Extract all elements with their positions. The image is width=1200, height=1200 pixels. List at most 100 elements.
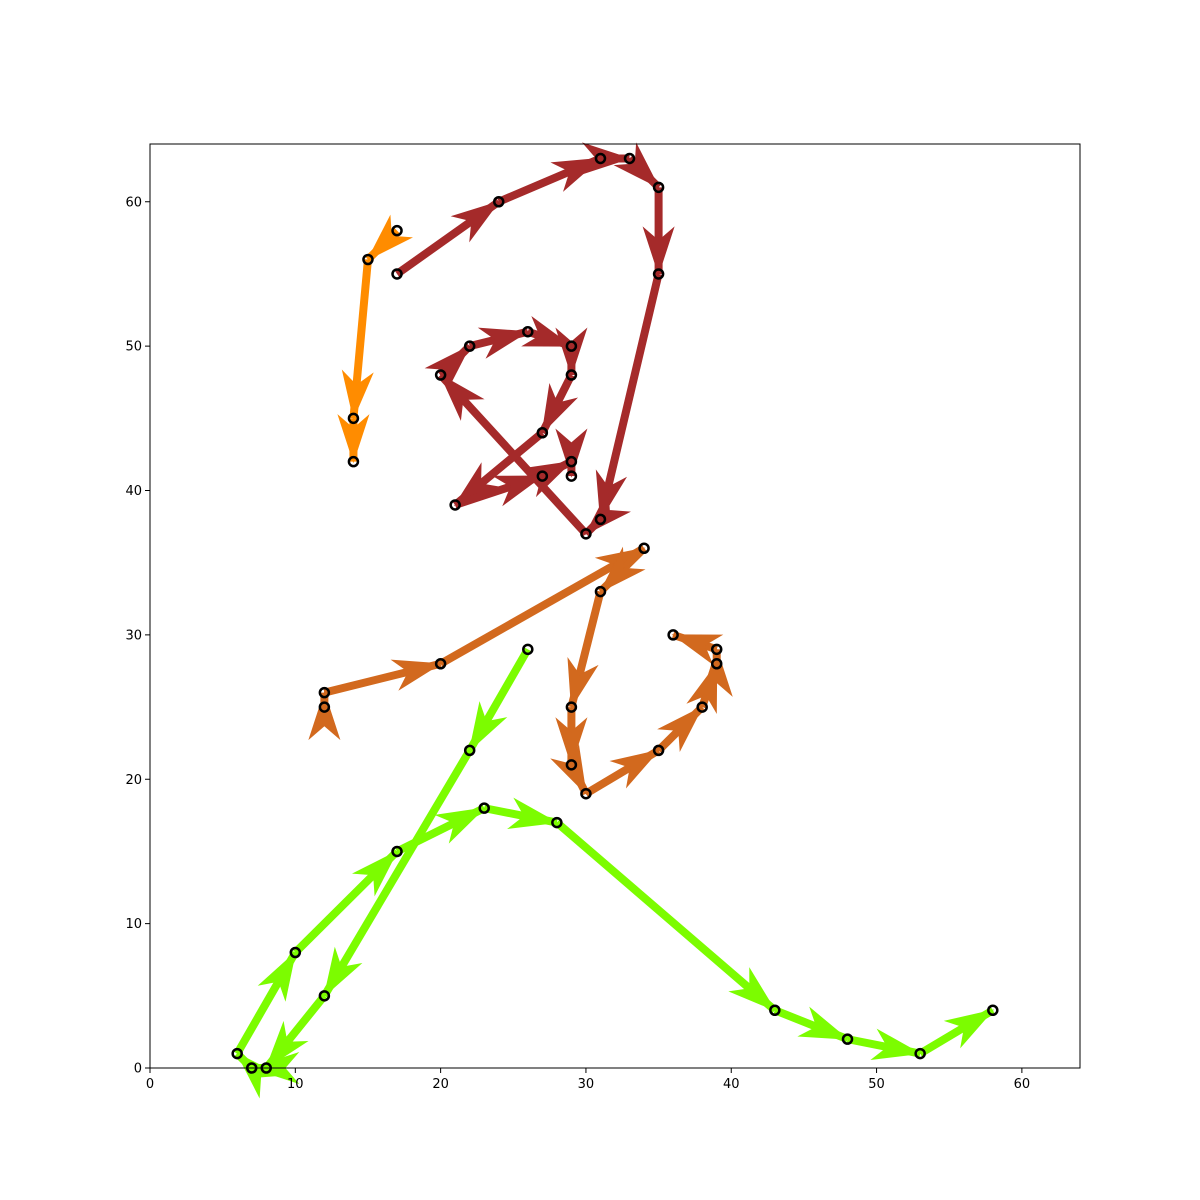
x-tick-label: 30 (578, 1077, 595, 1092)
series-1-point (565, 340, 578, 352)
series-3-point (231, 1047, 243, 1060)
series-3-point (478, 802, 490, 814)
series-2-point (565, 701, 578, 713)
series-2-arrowhead (657, 705, 704, 752)
series-1-point (434, 369, 447, 381)
series-2-point (696, 701, 708, 713)
series-1-arrowhead (613, 142, 660, 189)
y-axis: 0 10 20 30 40 50 60 (125, 195, 150, 1077)
series-1-point (594, 152, 607, 165)
series-3 (233, 647, 995, 1099)
series-0-point (391, 224, 403, 237)
series-1-point (580, 528, 592, 540)
x-tick-label: 50 (868, 1077, 885, 1092)
series-1-arrowhead (492, 475, 544, 507)
series-0-point (347, 412, 360, 425)
series-2-point (710, 658, 723, 670)
series-2-arrowhead (700, 647, 733, 697)
series-1-point (565, 470, 578, 482)
series-0-arrowhead (341, 369, 374, 420)
series-3-point (391, 845, 403, 858)
series-2-segment (438, 544, 647, 668)
series-1-arrowhead (477, 327, 530, 359)
series-3-point (987, 1004, 999, 1016)
series-1-point (652, 181, 665, 194)
series-3-arrowhead (257, 951, 297, 1002)
x-tick-label: 10 (287, 1077, 304, 1092)
series-1-point (493, 196, 505, 208)
series-3-arrowhead (468, 701, 508, 752)
series-2-point (638, 542, 650, 554)
y-tick-label: 50 (125, 340, 142, 355)
series-1-point (463, 340, 476, 352)
series-2-point (565, 759, 578, 771)
series-2-point (318, 701, 331, 713)
series-3-arrowhead (507, 797, 559, 830)
series-3-point (463, 744, 476, 757)
series-1-arrowhead (642, 226, 675, 276)
series-1-arrowhead (450, 200, 501, 243)
series-2-arrowhead (555, 717, 588, 767)
series-3-arrowhead (434, 807, 486, 844)
series-3-arrowhead (870, 1028, 922, 1061)
series-2-arrowhead (567, 657, 599, 709)
series-3-arrowhead (351, 850, 399, 897)
x-tick-label: 20 (432, 1077, 449, 1092)
series-2-point (710, 643, 723, 656)
series-1-arrowhead (439, 373, 485, 421)
series-2-arrowhead (308, 691, 341, 741)
series-3-segment (554, 819, 778, 1014)
series-1 (394, 142, 675, 537)
series-0-arrowhead (337, 414, 370, 464)
series-3-point (769, 1004, 781, 1016)
series-1-arrowhead (550, 157, 602, 192)
series-3-point (522, 643, 534, 656)
series-2-arrowhead (390, 659, 443, 691)
series-1-point (594, 513, 607, 526)
y-tick-label: 0 (134, 1062, 142, 1077)
series-2-point (580, 787, 592, 800)
series-2-point (594, 585, 607, 598)
series-1-point (449, 499, 461, 511)
series-1-segment (596, 273, 663, 521)
series-1-point (565, 455, 578, 468)
marker-layer (231, 152, 999, 1074)
series-3-segment (320, 748, 474, 998)
series-2-arrowhead (609, 749, 660, 789)
series-1-point (565, 369, 578, 381)
series-0-point (362, 253, 374, 266)
series-1-point (623, 152, 636, 165)
x-tick-label: 40 (723, 1077, 740, 1092)
series-1-arrowhead (424, 344, 471, 392)
series-3-point (914, 1047, 926, 1060)
series-1-point (652, 268, 665, 280)
series-3-point (289, 946, 302, 959)
series-0-arrowhead (366, 214, 414, 261)
series-3-point (318, 990, 331, 1002)
series-layer (233, 142, 995, 1099)
series-1-point (391, 268, 403, 280)
y-tick-label: 30 (125, 628, 142, 643)
plot-frame (149, 143, 1081, 1069)
series-2-arrowhead (599, 546, 646, 593)
x-tick-label: 0 (146, 1077, 154, 1092)
y-tick-label: 60 (125, 195, 142, 210)
series-1-point (536, 470, 549, 482)
series-1-arrowhead (555, 428, 588, 478)
series-3-arrowhead (265, 1020, 309, 1070)
series-2-point (667, 629, 679, 641)
series-3-point (841, 1033, 854, 1045)
series-0 (337, 214, 414, 464)
plot-background (150, 144, 1080, 1068)
y-tick-label: 10 (125, 917, 142, 932)
series-3-arrowhead (728, 967, 777, 1012)
series-1-point (522, 325, 534, 338)
x-axis: 0 10 20 30 40 50 60 (146, 1068, 1030, 1092)
series-3-arrowhead (323, 946, 363, 998)
series-3-arrowhead (943, 1009, 995, 1049)
series-2-arrowhead (671, 634, 724, 666)
series-3-arrowhead (797, 1006, 849, 1040)
series-2-point (318, 686, 331, 699)
series-0-point (347, 455, 360, 468)
